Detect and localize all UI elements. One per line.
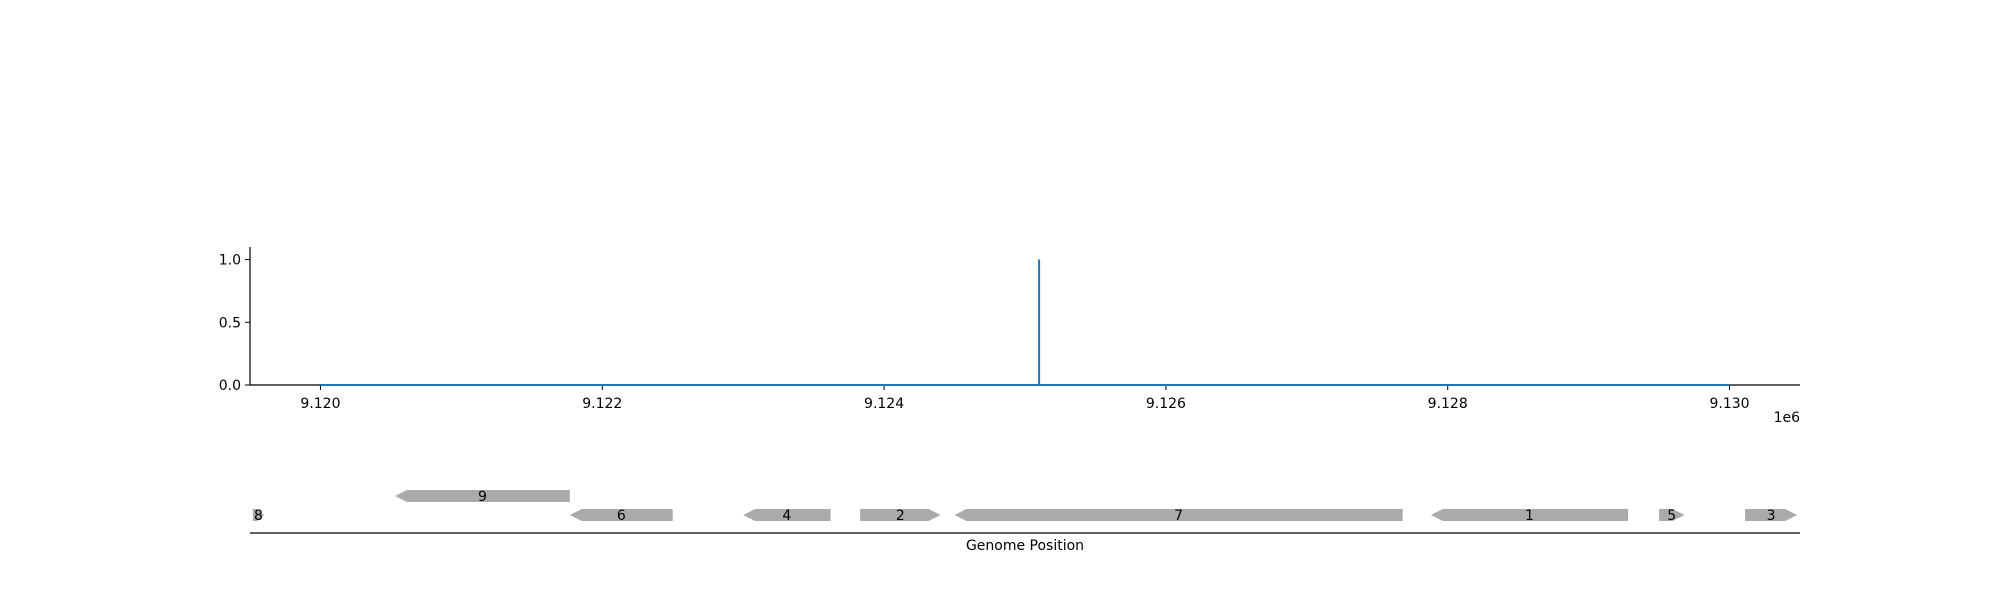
gene-feature-arrow	[1659, 509, 1685, 521]
x-tick-label: 9.128	[1428, 396, 1468, 412]
coverage-plot: 9.120 9.122 9.124 9.126 9.128 9.130 0.0 0.5 1.0…	[219, 247, 1800, 426]
gene-feature-arrow	[860, 509, 941, 521]
gene-features: 8 9 6 4 2 7 1 5 3	[252, 489, 1798, 524]
gene-feature-arrow	[1430, 509, 1629, 521]
gene-feature-arrow	[1745, 509, 1798, 521]
coverage-line	[320, 259, 1730, 386]
gene-feature-label: 4	[782, 508, 791, 524]
gene-feature-label: 8	[254, 508, 263, 524]
x-tick-label: 9.124	[864, 396, 904, 412]
gene-track: 8 9 6 4 2 7 1 5 3 Genome Position	[250, 489, 1800, 554]
y-tick-label: 0.0	[219, 378, 241, 394]
gene-feature-label: 6	[617, 508, 626, 524]
x-tick-label: 9.126	[1146, 396, 1186, 412]
x-tick-label: 9.120	[300, 396, 340, 412]
gene-feature-arrow	[954, 509, 1403, 521]
y-tick-label: 1.0	[219, 253, 241, 269]
gene-feature-label: 5	[1667, 508, 1676, 524]
gene-feature-label: 9	[478, 489, 487, 505]
gene-feature-label: 1	[1525, 508, 1534, 524]
gene-feature-label: 2	[896, 508, 905, 524]
gene-feature-arrow	[252, 509, 265, 521]
gene-feature-arrow	[569, 509, 673, 521]
x-tick-label: 9.130	[1709, 396, 1749, 412]
y-tick-label: 0.5	[219, 315, 241, 331]
gene-feature-arrow	[743, 509, 831, 521]
gene-feature-arrow	[395, 490, 570, 502]
x-ticks: 9.120 9.122 9.124 9.126 9.128 9.130	[300, 385, 1750, 412]
x-axis-label: Genome Position	[966, 538, 1084, 554]
gene-feature-label: 7	[1174, 508, 1183, 524]
y-ticks: 0.0 0.5 1.0	[219, 253, 250, 394]
x-tick-label: 9.122	[582, 396, 622, 412]
gene-feature-label: 3	[1767, 508, 1776, 524]
x-offset-label: 1e6	[1774, 410, 1801, 426]
